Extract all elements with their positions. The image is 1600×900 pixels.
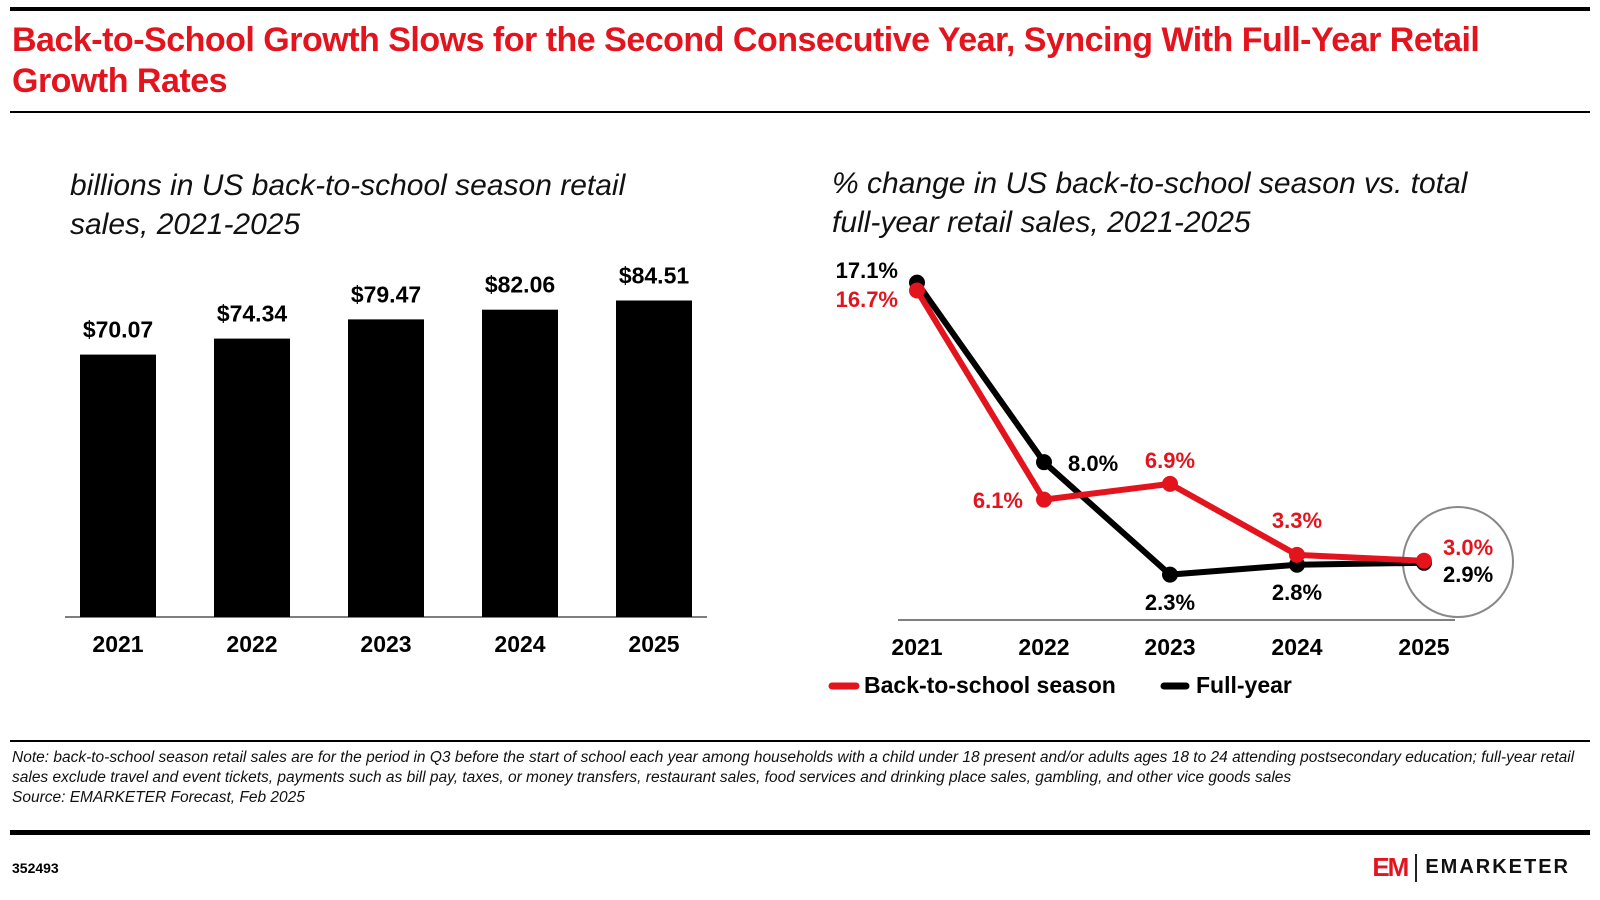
bar-x-tick-label: 2023: [360, 631, 411, 657]
data-label: 17.1%: [836, 258, 898, 283]
data-point: [909, 282, 925, 299]
bar-value-label: $74.34: [217, 301, 288, 327]
title-rule: [10, 111, 1590, 113]
footer-rule: [10, 830, 1590, 835]
line-x-tick-label: 2025: [1398, 634, 1449, 660]
bar-2025: [616, 300, 692, 617]
top-rule: [10, 7, 1590, 11]
bar-x-tick-label: 2024: [494, 631, 545, 657]
data-label: 3.0%: [1443, 535, 1493, 560]
data-label: 16.7%: [836, 287, 898, 312]
chart-title: Back-to-School Growth Slows for the Seco…: [12, 21, 1480, 100]
bar-2021: [80, 354, 156, 617]
bar-x-tick-label: 2022: [226, 631, 277, 657]
data-label: 2.9%: [1443, 562, 1493, 587]
logo-mark: EM: [1372, 852, 1409, 882]
data-point: [1036, 491, 1052, 508]
line-x-tick-label: 2024: [1271, 634, 1322, 660]
data-point: [1162, 566, 1178, 583]
data-label: 8.0%: [1068, 451, 1118, 476]
bar-value-label: $84.51: [619, 263, 690, 289]
note-rule: [10, 740, 1590, 742]
bar-chart-subtitle: billions in US back-to-school season ret…: [70, 169, 626, 241]
data-label: 6.9%: [1145, 448, 1195, 473]
data-point: [1289, 546, 1305, 563]
series-line-full-year: [914, 280, 1425, 578]
charts-svg: $70.07 2021 $74.34 2022 $79.47 2023 $82.06 2024…: [65, 258, 1514, 698]
data-point: [1416, 552, 1432, 569]
legend-label-back-to-school: Back-to-school season: [864, 672, 1116, 698]
data-label: 6.1%: [973, 488, 1023, 513]
data-label: 3.3%: [1272, 508, 1322, 533]
data-point: [1036, 454, 1052, 471]
emarketer-logo: EM EMARKETER: [1372, 852, 1570, 883]
logo-name: EMARKETER: [1425, 856, 1570, 878]
bar-value-label: $70.07: [83, 317, 153, 343]
chart-id: 352493: [12, 860, 59, 876]
data-label: 2.8%: [1272, 580, 1322, 605]
logo-divider: [1415, 853, 1418, 882]
data-point: [1162, 475, 1178, 492]
bar-2022: [214, 338, 290, 617]
line-x-tick-label: 2022: [1018, 634, 1069, 660]
line-x-tick-label: 2021: [891, 634, 942, 660]
bar-x-tick-label: 2025: [628, 631, 679, 657]
bar-2024: [482, 309, 558, 617]
series-line-back-to-school: [914, 288, 1425, 564]
source-text: Source: EMARKETER Forecast, Feb 2025: [12, 789, 305, 806]
bar-x-tick-label: 2021: [92, 631, 143, 657]
line-x-tick-label: 2023: [1144, 634, 1195, 660]
bar-2023: [348, 319, 424, 617]
bar-value-label: $79.47: [351, 281, 421, 307]
legend-label-full-year: Full-year: [1196, 672, 1292, 698]
bar-value-label: $82.06: [485, 272, 555, 298]
note-text: Note: back-to-school season retail sales…: [12, 749, 1575, 786]
data-label: 2.3%: [1145, 590, 1195, 615]
line-chart-subtitle: % change in US back-to-school season vs.…: [832, 167, 1468, 239]
footnote: Note: back-to-school season retail sales…: [12, 748, 1592, 808]
